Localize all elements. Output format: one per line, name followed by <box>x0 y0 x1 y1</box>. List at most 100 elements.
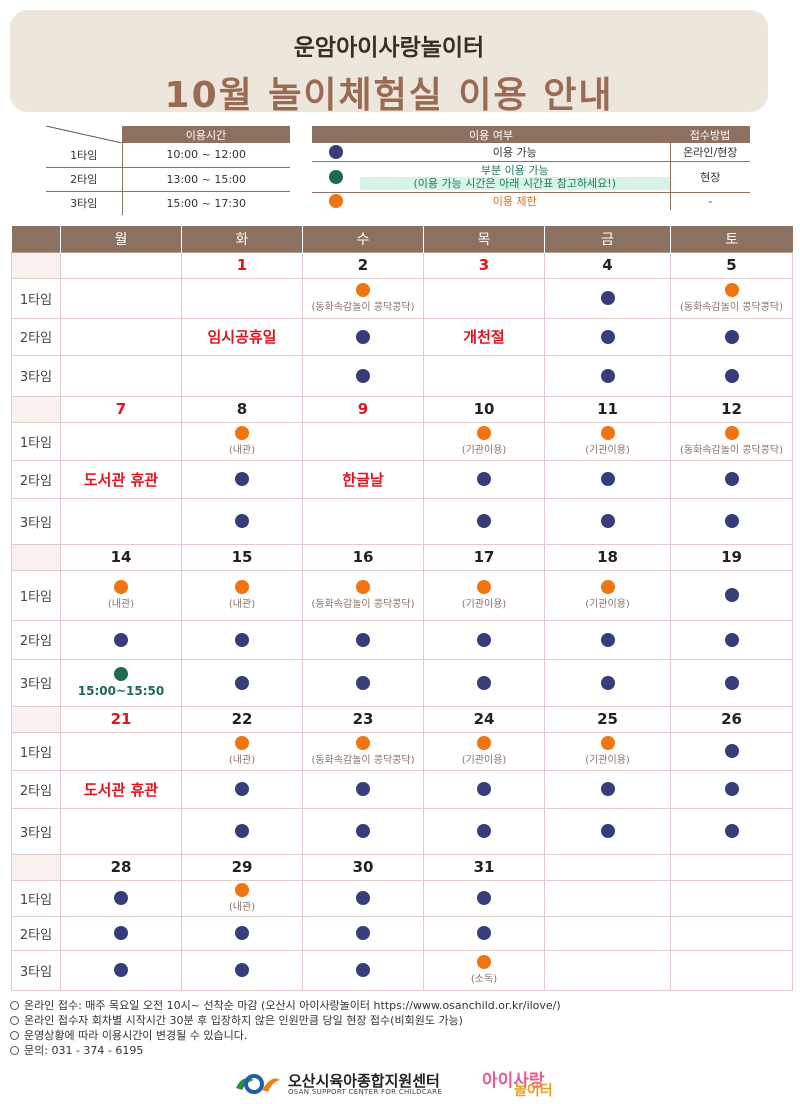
available-dot-icon <box>235 963 249 978</box>
date-row: 14 15 16 17 18 19 <box>11 543 793 571</box>
slot-note: (기관이용) <box>585 755 630 767</box>
notice-list: 온라인 접수: 매주 목요일 오전 10시~ 선착순 마감 (오산시 아이사랑놀… <box>10 998 561 1058</box>
date-cell: 9 <box>302 395 424 423</box>
available-dot-icon <box>600 675 615 690</box>
available-dot-icon <box>356 926 370 941</box>
weekday-wed: 수 <box>302 226 424 252</box>
date-cell: 17 <box>423 543 545 571</box>
available-dot-icon <box>600 824 615 839</box>
slot-label: 1타임 <box>11 879 61 917</box>
date-cell: 29 <box>181 853 303 881</box>
slot-row: 1타임 (내관) (기관이용) (기관이용) (동화속감놀이 콩닥콩닥) <box>11 421 793 461</box>
slot-note: (동화속감놀이 콩닥콩닥) <box>311 302 415 314</box>
slot-row: 2타임 <box>11 619 793 660</box>
slot-label: 3타임 <box>11 497 61 545</box>
slot-row: 2타임 <box>11 915 793 951</box>
restricted-dot-icon <box>356 736 370 751</box>
ilove-logo-line1: 아이사랑 <box>482 1071 545 1091</box>
slot-label: 1타임 <box>11 731 61 771</box>
restricted-dot-icon <box>600 580 615 595</box>
slot-row: 1타임 (내관) (동화속감놀이 콩닥콩닥) (기관이용) (기관이용) <box>11 731 793 771</box>
slot-note: (내관) <box>107 599 135 611</box>
slot-label: 2타임 <box>11 769 61 809</box>
time-slot-label: 3타임 <box>46 191 123 215</box>
page-header: 운암아이사랑놀이터 10월 놀이체험실 이용 안내 <box>10 10 768 116</box>
time-table-corner <box>46 126 122 143</box>
holiday-label: 한글날 <box>342 470 384 489</box>
date-row: 28 29 30 31 <box>11 853 793 881</box>
time-row: 2타임 13:00 ~ 15:00 <box>46 167 290 192</box>
slot-note: (동화속감놀이 콩닥콩닥) <box>311 755 415 767</box>
available-dot-icon <box>114 963 128 978</box>
time-table: 이용시간 1타임 10:00 ~ 12:00 2타임 13:00 ~ 15:00… <box>46 126 290 215</box>
time-slot-value: 15:00 ~ 17:30 <box>166 196 247 210</box>
slot-row: 3타임 15:00~15:50 <box>11 658 793 707</box>
restricted-dot-icon <box>477 426 491 441</box>
available-dot-icon <box>724 329 739 344</box>
available-dot-icon <box>600 514 615 529</box>
available-dot-icon <box>477 675 491 690</box>
legend-text: 이용 제한 <box>492 195 537 209</box>
slot-note: (내관) <box>228 902 256 914</box>
legend-text: 이용 가능 <box>360 143 670 162</box>
restricted-dot-icon <box>600 736 615 751</box>
restricted-dot-icon <box>329 194 343 209</box>
slot-label: 3타임 <box>11 354 61 397</box>
available-dot-icon <box>600 782 615 797</box>
available-dot-icon <box>477 891 491 906</box>
available-dot-icon <box>356 782 370 797</box>
slot-label: 3타임 <box>11 658 61 707</box>
slot-label: 3타임 <box>11 949 61 991</box>
weekday-mon: 월 <box>60 226 182 252</box>
slot-note: (기관이용) <box>585 599 630 611</box>
slot-row: 1타임 (내관) (내관) (동화속감놀이 콩닥콩닥) (기관이용) (기관이용… <box>11 569 793 621</box>
weekday-sat: 토 <box>670 226 793 252</box>
date-cell <box>670 853 793 881</box>
date-cell: 11 <box>544 395 671 423</box>
slot-label: 1타임 <box>11 277 61 319</box>
restricted-dot-icon <box>477 580 491 595</box>
available-dot-icon <box>356 329 370 344</box>
slot-note: (동화속감놀이 콩닥콩닥) <box>680 302 783 314</box>
slot-note: (기관이용) <box>461 599 507 611</box>
slot-row: 3타임 <box>11 497 793 545</box>
date-cell: 14 <box>60 543 182 571</box>
legend-method: 온라인/현장 <box>669 143 750 162</box>
slot-label: 1타임 <box>11 569 61 621</box>
date-cell: 3 <box>423 251 545 279</box>
available-dot-icon <box>356 824 370 839</box>
date-cell: 23 <box>302 705 424 733</box>
ilove-logo: 아이사랑 놀이터 <box>478 1064 568 1102</box>
org-logo: 오산시육아종합지원센터 OSAN SUPPORT CENTER FOR CHIL… <box>232 1068 472 1098</box>
slot-note: (기관이용) <box>461 755 507 767</box>
date-cell: 16 <box>302 543 424 571</box>
available-dot-icon <box>724 368 739 383</box>
date-cell: 25 <box>544 705 671 733</box>
slot-note: (기관이용) <box>461 445 507 457</box>
available-dot-icon <box>724 675 739 690</box>
slot-note: (기관이용) <box>585 445 630 457</box>
restricted-dot-icon <box>235 736 249 751</box>
page-subtitle: 운암아이사랑놀이터 <box>293 35 485 61</box>
slot-label: 3타임 <box>11 807 61 855</box>
time-slot-value: 10:00 ~ 12:00 <box>122 143 290 168</box>
date-row: 21 22 23 24 25 26 <box>11 705 793 733</box>
slot-note: (내관) <box>228 599 256 611</box>
available-dot-icon <box>235 472 249 487</box>
available-dot-icon <box>724 514 739 529</box>
slot-label: 2타임 <box>11 915 61 951</box>
calendar-table: 월 화 수 목 금 토 1 2 3 4 5 1타임 (동화속감놀이 콩닥콩닥) … <box>11 226 793 991</box>
date-cell: 4 <box>544 251 671 279</box>
date-cell: 7 <box>60 395 182 423</box>
available-dot-icon <box>356 632 370 647</box>
legend-table: 이용 여부 접수방법 이용 가능 온라인/현장 부분 이용 가능 (이용 가능 … <box>312 126 750 210</box>
restricted-dot-icon <box>356 283 370 298</box>
legend-header-usage: 이용 여부 <box>312 126 670 143</box>
available-dot-icon <box>477 782 491 797</box>
available-dot-icon <box>724 782 739 797</box>
partial-dot-icon <box>114 667 128 682</box>
restricted-dot-icon <box>600 426 615 441</box>
available-dot-icon <box>235 926 249 941</box>
available-dot-icon <box>235 514 249 529</box>
date-cell: 21 <box>60 705 182 733</box>
